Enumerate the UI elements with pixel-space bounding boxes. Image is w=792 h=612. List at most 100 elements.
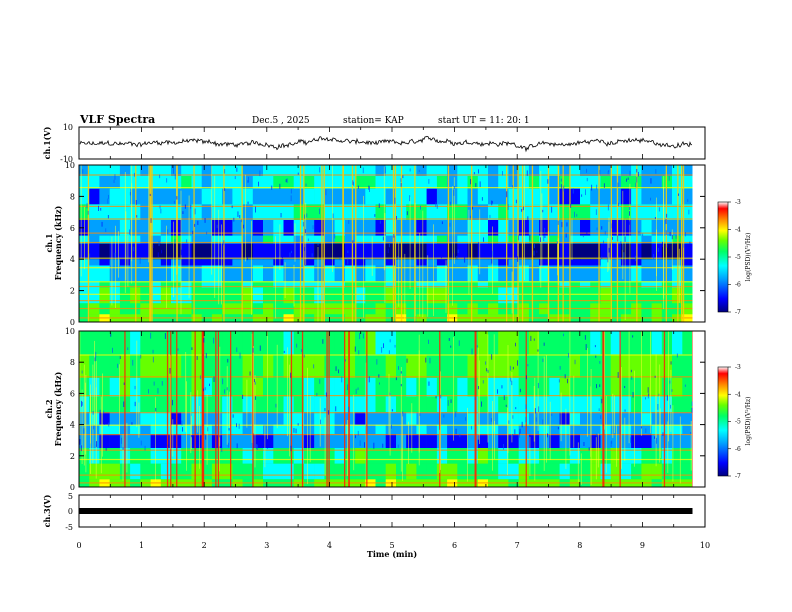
spectrogram-cell (303, 281, 315, 288)
spectrogram-speckle (491, 200, 493, 206)
spectrogram-cell (569, 235, 581, 244)
spectrogram-cell (344, 354, 356, 378)
spectrogram-cell (549, 243, 560, 260)
spectrogram-cell (508, 331, 519, 355)
spectrogram-cell (365, 204, 376, 220)
spectrogram-cell (344, 331, 356, 355)
spectrogram-sferic (668, 331, 669, 442)
spectrogram-cell (569, 281, 581, 288)
spectrogram-sferic (540, 170, 542, 288)
spectrogram-cell (242, 281, 254, 288)
spectrogram-cell (610, 219, 622, 236)
spectrogram-cell (569, 287, 581, 304)
spectrogram-cell (344, 377, 356, 397)
spectrogram-sferic (548, 231, 549, 296)
spectrogram-cell (672, 463, 683, 480)
spectrogram-speckle (306, 213, 308, 218)
spectrogram-speckle (397, 444, 399, 448)
spectrogram-cell (508, 434, 519, 448)
spectrogram-cell (303, 463, 315, 480)
spectrogram-cell (385, 463, 397, 480)
spectrogram-speckle (669, 231, 671, 237)
spectrogram-cell (181, 287, 192, 304)
spectrogram-cell (293, 188, 305, 205)
spectrogram-cell (549, 331, 560, 355)
spectrogram-cell (263, 259, 274, 266)
spectrogram-cell (355, 188, 366, 205)
spectrogram-cell (140, 281, 151, 288)
spectrogram-speckle (233, 217, 235, 222)
spectrogram-speckle (470, 179, 471, 185)
spectrogram-speckle (400, 384, 402, 387)
spectrogram-speckle (216, 224, 218, 229)
spectrogram-cell (99, 396, 110, 413)
spectrogram-speckle (108, 194, 109, 199)
spectrogram-cell (600, 176, 611, 189)
spectrogram-cell (498, 354, 509, 378)
spectrogram-cell (293, 235, 305, 244)
spectrogram-cell (355, 424, 366, 434)
spectrogram-speckle (627, 177, 629, 180)
spectrogram-cell (631, 331, 642, 355)
spectrogram-cell (99, 259, 110, 266)
spectrogram-cell (140, 448, 151, 464)
spectrogram-cell (263, 176, 274, 189)
spectrogram-speckle (448, 338, 450, 341)
spectrogram-sferic (580, 453, 582, 485)
spectrogram-cell (201, 259, 213, 266)
spectrogram-cell (447, 448, 458, 464)
spectrogram-cell (498, 265, 509, 282)
spectrogram-sferic (219, 437, 220, 472)
spectrogram-sferic (597, 433, 599, 468)
spectrogram-sferic (366, 331, 368, 487)
spectrogram-cell (661, 235, 673, 244)
spectrogram-speckle (203, 388, 204, 392)
spectrogram-cell (682, 219, 693, 236)
spectrogram-cell (252, 448, 264, 464)
ch1-waveform-line (79, 135, 693, 153)
spectrogram-cell (406, 281, 417, 288)
spectrogram-cell (191, 396, 202, 413)
spectrogram-cell (99, 448, 110, 464)
spectrogram-speckle (622, 244, 624, 250)
spectrogram-sferic (148, 165, 150, 263)
spectrogram-cell (620, 463, 632, 480)
spectrogram-speckle (607, 171, 609, 175)
spectrogram-cell (314, 434, 325, 448)
chart-title: VLF Spectra (79, 113, 155, 126)
spectrogram-speckle (428, 179, 430, 184)
spectrogram-cell (109, 463, 121, 480)
spectrogram-sferic (149, 165, 151, 322)
spectrogram-cell (385, 331, 397, 355)
spectrogram-cell (416, 354, 427, 378)
spectrogram-cell (620, 354, 632, 378)
spectrogram-speckle (503, 395, 505, 401)
spectrogram-cell (661, 434, 673, 448)
spectrogram-sferic (245, 174, 246, 262)
spectrogram-sferic (493, 334, 495, 432)
spectrogram-sferic (467, 407, 468, 482)
spectrogram-speckle (600, 415, 602, 420)
spectrogram-sferic (549, 401, 551, 460)
spectrogram-speckle (382, 236, 384, 241)
spectrogram-cell (467, 354, 478, 378)
spectrogram-speckle (572, 188, 574, 194)
spectrogram-sferic (202, 331, 204, 487)
spectrogram-cell (416, 235, 427, 244)
spectrogram-speckle (157, 388, 159, 394)
spectrogram-speckle (584, 335, 586, 340)
spectrogram-speckle (232, 414, 234, 418)
spectrogram-speckle (557, 220, 559, 225)
spectrogram-cell (682, 281, 693, 288)
y-tick-label: 0 (70, 483, 75, 492)
spectrogram-sferic (541, 193, 543, 267)
spectrogram-speckle (525, 375, 527, 380)
spectrogram-cell (406, 259, 417, 266)
spectrogram-speckle (537, 382, 539, 389)
spectrogram-cell (99, 188, 110, 205)
x-tick-label: 4 (327, 541, 332, 550)
spectrogram-cell (641, 188, 652, 205)
spectrogram-cell (580, 219, 591, 236)
spectrogram-speckle (470, 215, 471, 219)
spectrogram-cell (385, 424, 397, 434)
